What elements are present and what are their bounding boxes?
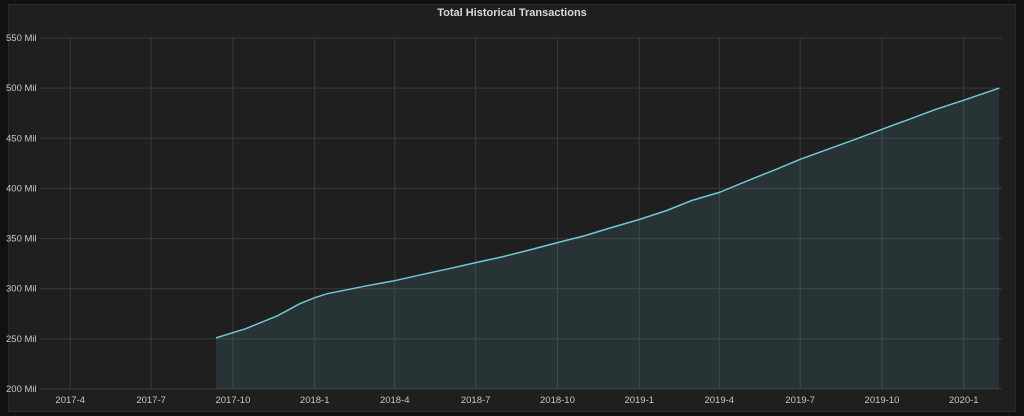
x-tick-label: 2017-10: [215, 395, 250, 406]
series-line[interactable]: [215, 87, 1000, 339]
y-tick-label: 300 Mil: [6, 284, 37, 295]
y-tick-label: 200 Mil: [6, 384, 37, 395]
series-area: [216, 88, 1000, 389]
chart-panel: [8, 4, 1016, 412]
x-tick-label: 2018-7: [461, 395, 491, 406]
chart-title: Total Historical Transactions: [437, 7, 587, 19]
y-tick-label: 500 Mil: [6, 83, 37, 94]
x-tick-label: 2018-10: [540, 395, 575, 406]
x-tick-label: 2019-1: [624, 395, 654, 406]
y-tick-label: 550 Mil: [6, 33, 37, 44]
x-axis-labels: 2017-4 2017-7 2017-10 2018-1 2018-4 2018-7 201…: [55, 395, 978, 406]
y-tick-label: 400 Mil: [6, 183, 37, 194]
line-layer: [215, 87, 1000, 339]
x-tick-label: 2020-1: [949, 395, 979, 406]
area-layer: [216, 88, 1000, 389]
y-tick-label: 250 Mil: [6, 334, 37, 345]
x-tick-label: 2017-7: [136, 395, 166, 406]
x-tick-label: 2017-4: [55, 395, 85, 406]
x-tick-label: 2019-10: [865, 395, 900, 406]
grid-lines: [40, 37, 1002, 390]
y-tick-label: 350 Mil: [6, 234, 37, 245]
y-tick-label: 450 Mil: [6, 133, 37, 144]
x-tick-label: 2019-7: [785, 395, 815, 406]
x-tick-label: 2018-4: [380, 395, 410, 406]
x-tick-label: 2019-4: [704, 395, 734, 406]
y-axis-labels: 200 Mil 250 Mil 300 Mil 350 Mil 400 Mil 450 M…: [6, 33, 37, 395]
x-tick-label: 2018-1: [300, 395, 330, 406]
